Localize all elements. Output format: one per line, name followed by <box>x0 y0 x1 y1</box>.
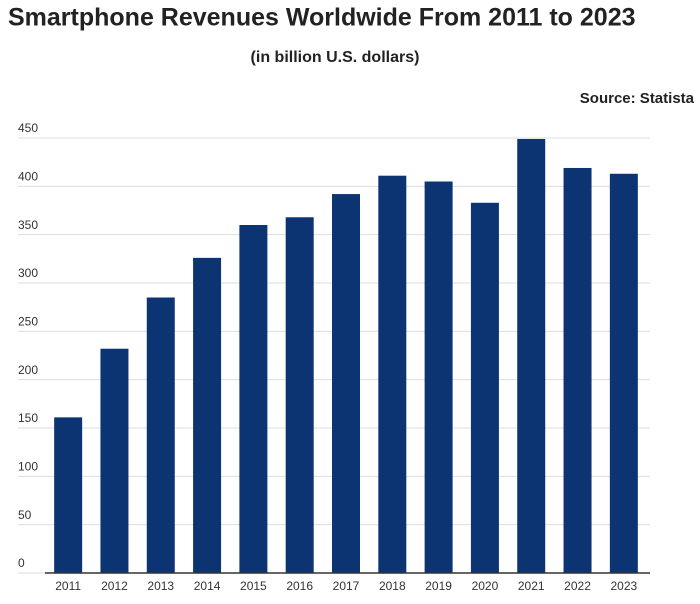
y-tick-label: 150 <box>18 411 38 425</box>
bar <box>285 217 314 573</box>
x-tick-label: 2019 <box>425 579 452 593</box>
x-tick-label: 2014 <box>194 579 221 593</box>
x-tick-label: 2017 <box>333 579 360 593</box>
y-tick-label: 450 <box>18 121 38 135</box>
bar <box>54 417 83 573</box>
y-tick-label: 400 <box>18 170 38 184</box>
chart-subtitle: (in billion U.S. dollars) <box>251 49 420 66</box>
bar <box>563 167 592 573</box>
y-tick-label: 200 <box>18 363 38 377</box>
bar <box>517 138 546 573</box>
y-tick-label: 0 <box>18 556 25 570</box>
x-tick-label: 2011 <box>55 579 81 593</box>
bar <box>100 348 129 573</box>
y-tick-label: 250 <box>18 315 38 329</box>
x-tick-label: 2021 <box>518 579 545 593</box>
y-tick-label: 100 <box>18 460 38 474</box>
y-tick-label: 350 <box>18 218 38 232</box>
source-note: Source: Statista <box>580 90 695 107</box>
x-tick-label: 2012 <box>101 579 128 593</box>
x-tick-label: 2015 <box>240 579 267 593</box>
bar <box>332 194 360 574</box>
bar <box>378 175 407 573</box>
x-tick-label: 2013 <box>147 579 174 593</box>
bar <box>609 173 638 573</box>
y-tick-label: 50 <box>18 508 32 522</box>
x-tick-label: 2020 <box>472 579 499 593</box>
bar <box>193 257 222 573</box>
y-tick-label: 300 <box>18 266 38 280</box>
x-tick-label: 2023 <box>610 579 637 593</box>
chart-title: Smartphone Revenues Worldwide From 2011 … <box>8 4 636 32</box>
bar <box>470 202 499 573</box>
bar <box>239 225 268 573</box>
x-tick-label: 2018 <box>379 579 406 593</box>
x-tick-label: 2016 <box>286 579 313 593</box>
x-tick-label: 2022 <box>564 579 591 593</box>
bar <box>146 297 175 573</box>
bar <box>424 181 453 573</box>
